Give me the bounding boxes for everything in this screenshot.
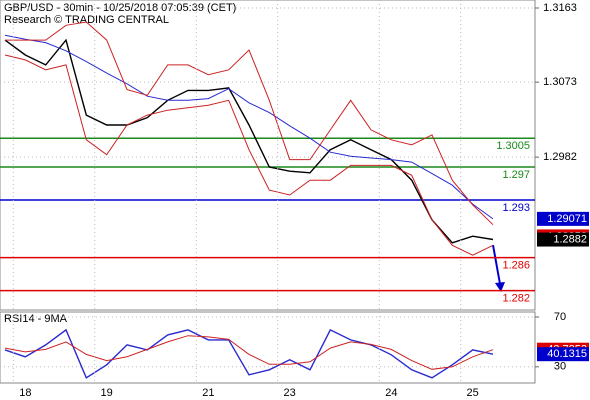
price-panel — [0, 0, 536, 311]
y-tick-label: 70 — [554, 311, 566, 323]
price-box-label: 1.29071 — [547, 213, 587, 225]
level-label: 1.282 — [502, 293, 530, 305]
series-line — [4, 54, 494, 256]
y-tick-label: 1.3073 — [543, 76, 577, 88]
y-tick-label: 1.2982 — [543, 151, 577, 163]
series-line — [4, 328, 494, 379]
rsi-panel — [0, 311, 536, 384]
rsi-title: RSI14 - 9MA — [4, 313, 68, 325]
level-label: 1.286 — [502, 260, 530, 272]
x-tick-label: 21 — [202, 387, 214, 399]
price-box — [537, 211, 589, 226]
y-tick-label: 1.3163 — [543, 2, 577, 14]
price-box-label: 40.1315 — [547, 348, 587, 360]
price-box — [537, 232, 589, 247]
x-tick-label: 25 — [467, 387, 479, 399]
x-tick-label: 19 — [101, 387, 113, 399]
level-label: 1.3005 — [496, 140, 530, 152]
x-tick-label: 18 — [19, 387, 31, 399]
price-box-label: 1.2882 — [553, 233, 587, 245]
forecast-arrow — [492, 244, 501, 285]
x-tick-label: 24 — [385, 387, 397, 399]
series-line — [4, 38, 494, 244]
forecast-arrow-head — [495, 282, 505, 292]
chart-subtitle: Research © TRADING CENTRAL — [4, 14, 169, 26]
series-line — [4, 335, 494, 370]
y-tick-label: 30 — [554, 361, 566, 373]
series-line — [5, 21, 494, 226]
level-label: 1.293 — [502, 202, 530, 214]
level-label: 1.297 — [502, 169, 530, 181]
price-box — [537, 347, 589, 362]
series-line — [4, 34, 494, 220]
x-tick-label: 23 — [284, 387, 296, 399]
